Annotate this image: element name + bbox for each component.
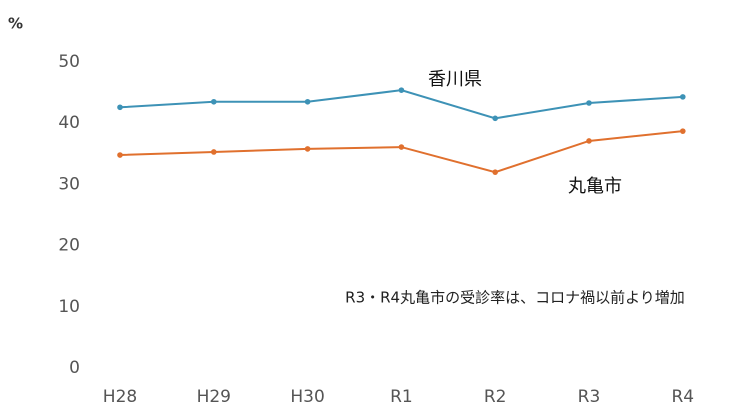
point xyxy=(680,128,686,134)
point xyxy=(211,149,217,155)
annotation: R3・R4丸亀市の受診率は、コロナ禍以前より増加 xyxy=(345,289,685,307)
x-tick-label: R3 xyxy=(578,387,601,407)
y-tick-label: 20 xyxy=(58,236,80,256)
x-tick-label: H29 xyxy=(197,387,231,407)
point xyxy=(117,152,123,158)
point xyxy=(492,115,499,122)
point xyxy=(586,138,592,144)
point xyxy=(304,98,311,105)
y-tick-label: 30 xyxy=(58,174,80,194)
point xyxy=(211,98,217,105)
point xyxy=(117,104,123,111)
point xyxy=(586,100,592,106)
point xyxy=(398,144,405,150)
x-tick-label: R4 xyxy=(671,387,694,407)
y-tick-label: 10 xyxy=(58,297,80,317)
x-tick-label: R1 xyxy=(390,387,413,407)
x-tick-label: H28 xyxy=(103,387,137,407)
point xyxy=(398,87,405,93)
x-tick-label: R2 xyxy=(484,387,507,407)
point xyxy=(680,94,686,100)
y-tick-label: 0 xyxy=(69,358,80,378)
series-label: 丸亀市 xyxy=(568,176,622,197)
series-line xyxy=(119,89,683,120)
y-tick-label: 40 xyxy=(58,113,80,133)
point xyxy=(304,146,311,152)
x-tick-label: H30 xyxy=(290,387,324,407)
point xyxy=(492,169,499,175)
y-axis-label: % xyxy=(8,15,23,33)
y-tick-label: 50 xyxy=(58,52,80,72)
series-label: 香川県 xyxy=(428,69,482,90)
series-line xyxy=(119,130,683,174)
